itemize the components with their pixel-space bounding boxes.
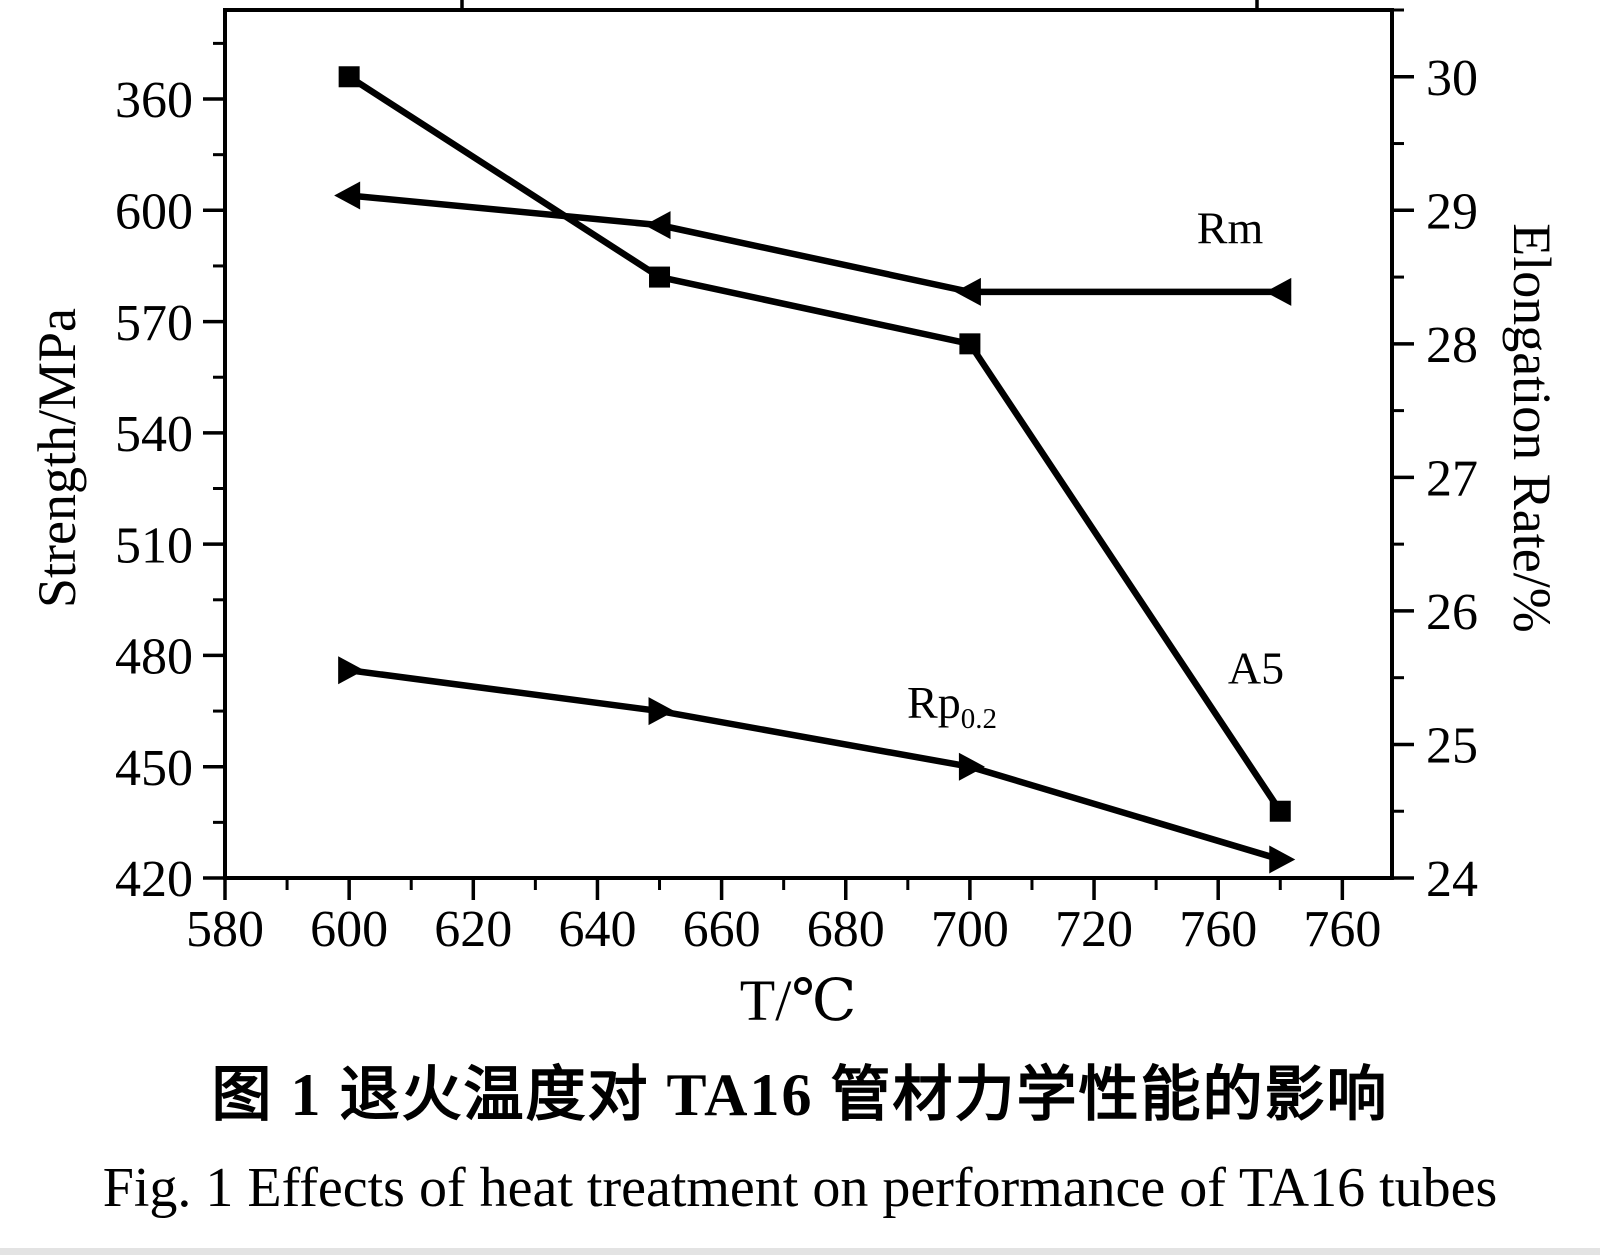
- chart-plot: 580 600 620 640 660 680 700 720 760 760 420 450 480 5…: [115, 0, 1478, 958]
- series-line-A5: [347, 74, 1283, 814]
- left-tick-label: 570: [115, 295, 193, 352]
- left-tick-label: 510: [115, 517, 193, 574]
- x-tick-label: 760: [1303, 901, 1381, 958]
- marker-square-A5: [959, 333, 981, 355]
- right-tick-label: 26: [1426, 584, 1478, 641]
- x-tick-label: 640: [558, 901, 636, 958]
- left-tick-label: 480: [115, 629, 193, 686]
- marker-triangle-left-Rm: [954, 277, 981, 306]
- marker-triangle-right-Rp0.2: [338, 656, 365, 685]
- right-tick-label: 27: [1426, 451, 1478, 508]
- left-tick-label: 600: [115, 184, 193, 241]
- series-line-Rp0.2: [348, 667, 1282, 863]
- right-axis-title-text: Elongation Rate/%: [1502, 223, 1562, 633]
- x-axis-title-text: T/℃: [739, 968, 857, 1033]
- x-axis-title: T/℃: [740, 966, 856, 1034]
- left-tick-label: 540: [115, 406, 193, 463]
- x-tick-label: 680: [807, 901, 885, 958]
- right-tick-label: 28: [1426, 317, 1478, 374]
- marker-triangle-left-Rm: [334, 181, 361, 210]
- marker-square-A5: [649, 266, 671, 288]
- marker-triangle-right-Rp0.2: [958, 752, 985, 781]
- right-tick-label: 29: [1426, 184, 1478, 241]
- marker-triangle-right-Rp0.2: [648, 697, 675, 726]
- plot-border: [223, 8, 1394, 880]
- right-tick-label: 30: [1426, 50, 1478, 107]
- left-tick-label: 360: [115, 72, 193, 129]
- series-label-a5: A5: [1227, 642, 1285, 694]
- x-tick-label: 600: [310, 901, 388, 958]
- scan-edge-artifact: [0, 1248, 1600, 1255]
- left-axis-title: Strength/MPa: [26, 308, 88, 608]
- caption-english: Fig. 1 Effects of heat treatment on perf…: [102, 1157, 1498, 1219]
- series-line-Rm: [348, 192, 1281, 296]
- left-tick-label: 420: [115, 851, 193, 908]
- series-label-rp0.2: Rp0.2: [907, 676, 997, 736]
- x-tick-label: 760: [1179, 901, 1257, 958]
- marker-square-A5: [1269, 800, 1291, 822]
- right-tick-label: 24: [1426, 851, 1478, 908]
- x-tick-label: 720: [1055, 901, 1133, 958]
- marker-triangle-left-Rm: [644, 211, 671, 240]
- caption-chinese: 图 1 退火温度对 TA16 管材力学性能的影响: [211, 1062, 1389, 1128]
- series-label-rm: Rm: [1196, 202, 1264, 254]
- x-tick-label: 620: [434, 901, 512, 958]
- marker-triangle-left-Rm: [1265, 277, 1292, 306]
- x-tick-label: 700: [931, 901, 1009, 958]
- marker-triangle-right-Rp0.2: [1269, 845, 1296, 874]
- x-tick-label: 660: [683, 901, 761, 958]
- right-axis-title: Elongation Rate/%: [1501, 223, 1563, 632]
- left-tick-label: 450: [115, 740, 193, 797]
- marker-square-A5: [338, 66, 360, 88]
- left-axis-title-text: Strength/MPa: [27, 307, 87, 609]
- right-tick-label: 25: [1426, 718, 1478, 775]
- x-tick-label: 580: [186, 901, 264, 958]
